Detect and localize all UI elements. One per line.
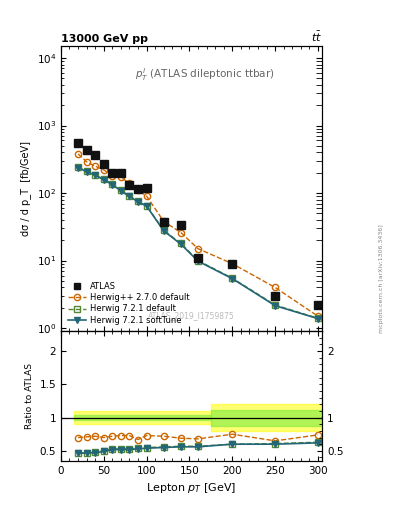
X-axis label: Lepton $p_T$ [GeV]: Lepton $p_T$ [GeV] [147, 481, 237, 495]
Bar [211, 404, 322, 431]
Y-axis label: Ratio to ATLAS: Ratio to ATLAS [25, 363, 34, 429]
Text: 13000 GeV pp: 13000 GeV pp [61, 33, 148, 44]
Text: ATLAS_2019_I1759875: ATLAS_2019_I1759875 [148, 311, 235, 320]
Text: $p_T^l$ (ATLAS dileptonic ttbar): $p_T^l$ (ATLAS dileptonic ttbar) [135, 66, 274, 83]
Bar [211, 410, 322, 425]
Legend: ATLAS, Herwig++ 2.7.0 default, Herwig 7.2.1 default, Herwig 7.2.1 softTune: ATLAS, Herwig++ 2.7.0 default, Herwig 7.… [65, 280, 192, 327]
Bar [74, 415, 211, 420]
Text: $t\bar{t}$: $t\bar{t}$ [311, 29, 322, 44]
Bar [74, 411, 211, 424]
Y-axis label: dσ / d p_T  [fb/GeV]: dσ / d p_T [fb/GeV] [20, 141, 31, 236]
Text: mcplots.cern.ch [arXiv:1306.3436]: mcplots.cern.ch [arXiv:1306.3436] [379, 225, 384, 333]
